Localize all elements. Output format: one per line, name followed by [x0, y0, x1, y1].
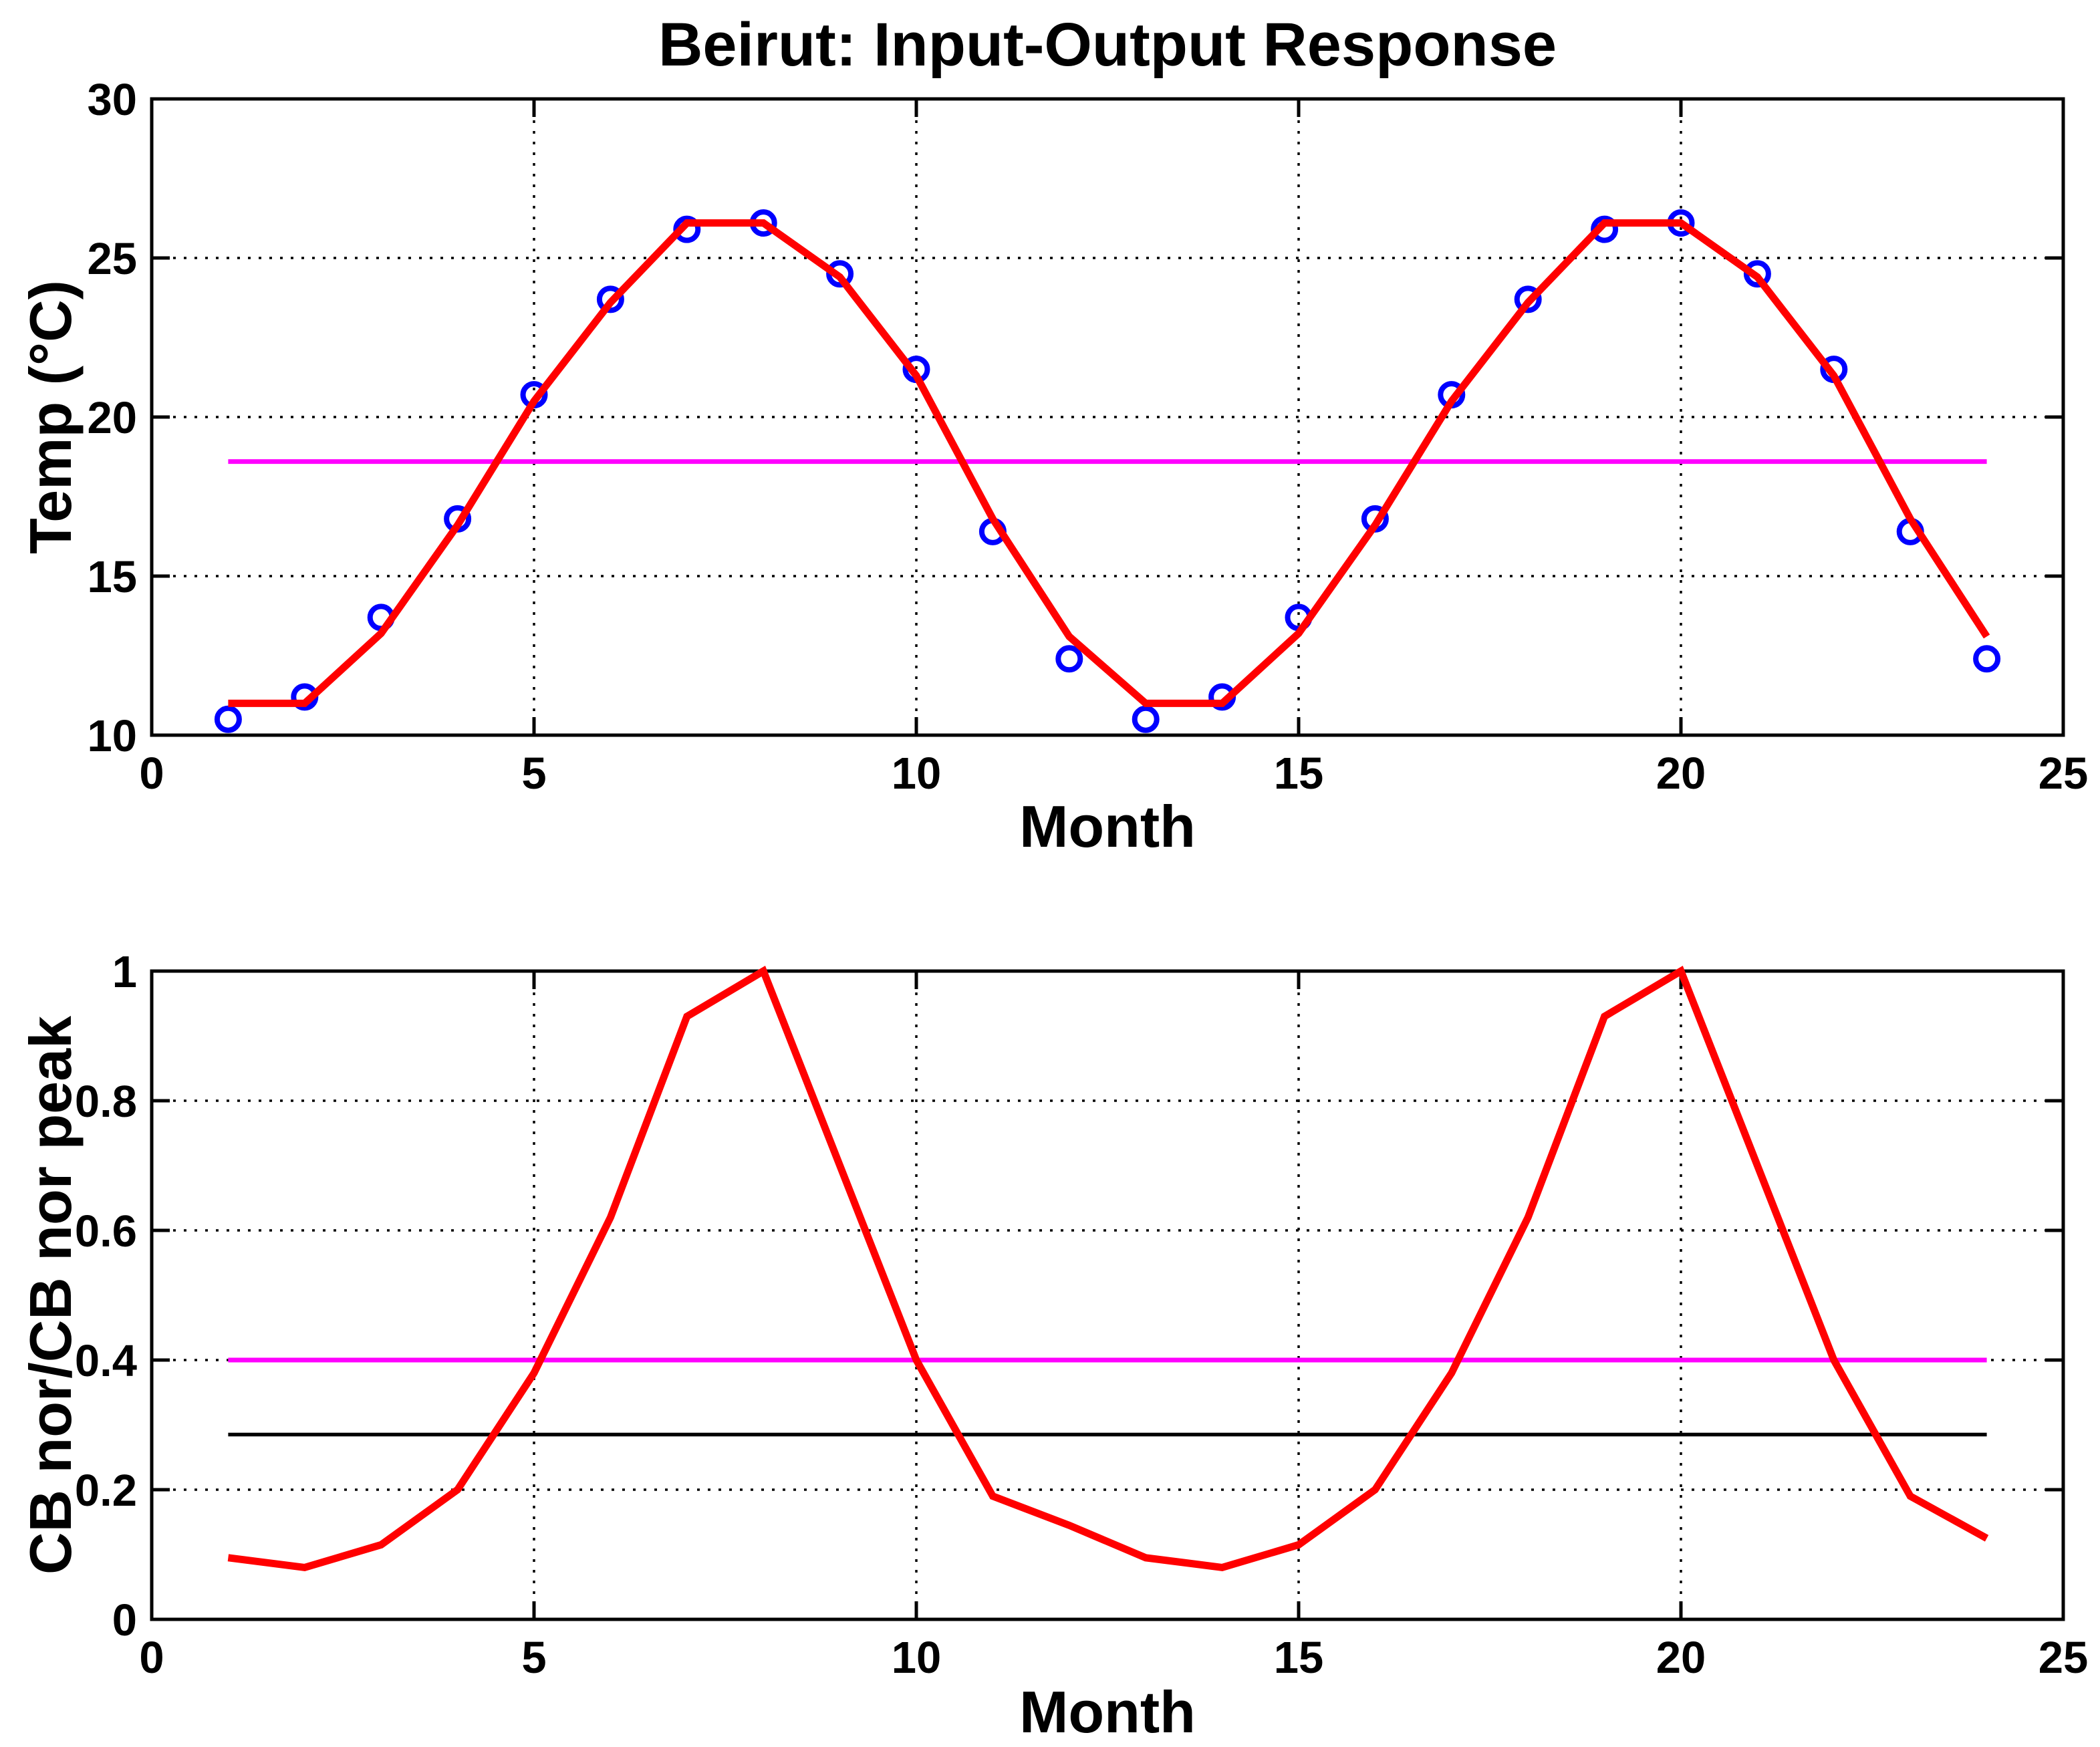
data-point-marker	[1055, 645, 1083, 673]
y-tick-label: 25	[87, 234, 137, 284]
x-tick-label: 15	[1274, 1633, 1324, 1683]
data-point-marker	[1132, 705, 1160, 733]
temp-chart-panel: 0 5 10 15 20 25 10 15 20 25 30	[87, 75, 2088, 799]
data-point-marker	[826, 260, 854, 288]
x-tick-label: 15	[1274, 749, 1324, 799]
top-yaxis-label: Temp (°C)	[17, 280, 84, 554]
x-tick-label: 20	[1656, 749, 1706, 799]
series-line-model-fit	[228, 219, 1990, 707]
y-tick-label: 0.2	[75, 1466, 137, 1516]
axes-frame	[150, 969, 2065, 1621]
x-tick-label: 20	[1656, 1633, 1706, 1683]
x-tick-label: 10	[892, 749, 942, 799]
y-tick-label: 20	[87, 393, 137, 443]
x-tick-label: 5	[521, 1633, 546, 1683]
data-point-marker	[214, 705, 242, 733]
top-xaxis-label: Month	[1019, 793, 1196, 859]
x-tick-label: 5	[521, 749, 546, 799]
y-tick-label: 0.6	[75, 1206, 137, 1256]
data-point-marker	[1514, 285, 1542, 313]
y-tick-label: 10	[87, 711, 137, 761]
x-tick-label: 0	[139, 749, 164, 799]
data-point-marker	[1743, 260, 1771, 288]
data-point-marker	[1973, 645, 2001, 673]
y-tick-label: 0.8	[75, 1077, 137, 1127]
cb-chart-panel: 0 5 10 15 20 25 0 0.2 0.4 0.6 0.8 1	[75, 947, 2088, 1683]
y-tick-label: 0	[112, 1595, 137, 1645]
y-tick-label: 0.4	[75, 1336, 137, 1386]
x-tick-label: 10	[892, 1633, 942, 1683]
y-tick-label: 1	[112, 947, 137, 997]
chart-title: Beirut: Input-Output Response	[658, 11, 1557, 79]
x-tick-label: 25	[2039, 749, 2089, 799]
x-tick-label: 25	[2039, 1633, 2089, 1683]
y-tick-label: 15	[87, 552, 137, 602]
bottom-yaxis-label: CB nor/CB nor peak	[17, 1015, 84, 1575]
bottom-xaxis-label: Month	[1019, 1679, 1196, 1745]
axes-frame	[150, 97, 2065, 737]
y-tick-label: 30	[87, 75, 137, 125]
x-tick-label: 0	[139, 1633, 164, 1683]
series-line-cb-normalized-response	[227, 965, 1989, 1572]
data-point-marker	[596, 285, 624, 313]
